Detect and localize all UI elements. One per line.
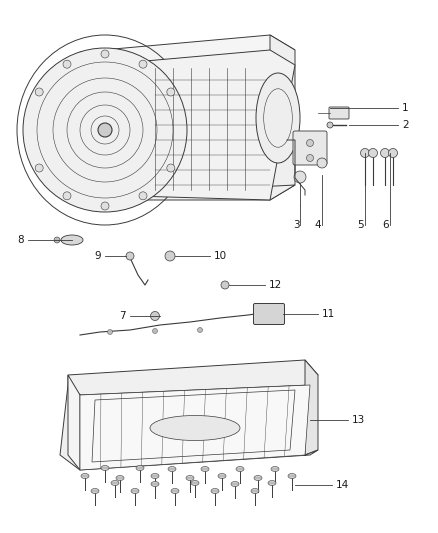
Circle shape [381,149,389,157]
Ellipse shape [151,473,159,479]
Polygon shape [80,185,295,200]
FancyBboxPatch shape [293,131,327,165]
Text: 2: 2 [402,120,409,130]
Text: 1: 1 [402,103,409,113]
Circle shape [151,311,159,320]
Text: 3: 3 [293,220,299,230]
Ellipse shape [288,473,296,479]
Circle shape [368,149,378,157]
Ellipse shape [236,466,244,472]
Ellipse shape [111,481,119,486]
Ellipse shape [256,73,300,163]
Polygon shape [305,360,318,455]
Circle shape [63,192,71,200]
Ellipse shape [81,473,89,479]
Ellipse shape [211,489,219,494]
Polygon shape [68,360,318,395]
Ellipse shape [91,489,99,494]
Circle shape [101,202,109,210]
Ellipse shape [268,481,276,486]
Polygon shape [68,375,80,470]
Circle shape [107,329,113,335]
Text: 11: 11 [322,309,335,319]
Ellipse shape [171,489,179,494]
Ellipse shape [151,481,159,487]
Circle shape [126,252,134,260]
Ellipse shape [136,465,144,471]
Ellipse shape [186,475,194,481]
Circle shape [198,327,202,333]
Circle shape [294,171,306,183]
Text: 9: 9 [94,251,101,261]
Text: 7: 7 [120,311,126,321]
Text: 12: 12 [269,280,282,290]
Ellipse shape [201,466,209,472]
Text: 6: 6 [383,220,389,230]
Ellipse shape [251,489,259,494]
Ellipse shape [131,489,139,494]
Polygon shape [60,385,318,470]
Text: 13: 13 [352,415,365,425]
Circle shape [167,88,175,96]
Circle shape [307,140,314,147]
Circle shape [23,48,187,212]
Circle shape [63,60,71,68]
Ellipse shape [116,475,124,481]
Text: 5: 5 [358,220,364,230]
Circle shape [307,155,314,161]
Circle shape [152,328,158,334]
Ellipse shape [271,466,279,472]
Polygon shape [270,35,295,200]
Circle shape [165,251,175,261]
Polygon shape [80,35,295,65]
Circle shape [139,60,147,68]
Circle shape [327,122,333,128]
Ellipse shape [191,481,199,486]
Circle shape [167,164,175,172]
Text: 4: 4 [314,220,321,230]
Circle shape [317,158,327,168]
Ellipse shape [254,475,262,481]
Circle shape [101,50,109,58]
Circle shape [389,149,398,157]
Circle shape [35,88,43,96]
Circle shape [35,164,43,172]
Ellipse shape [168,466,176,472]
Polygon shape [100,50,295,200]
Circle shape [54,237,60,243]
Polygon shape [80,52,100,200]
Circle shape [221,281,229,289]
Circle shape [98,123,112,137]
Circle shape [139,192,147,200]
Ellipse shape [218,473,226,479]
Text: 14: 14 [336,480,349,490]
Ellipse shape [231,481,239,487]
FancyBboxPatch shape [329,107,349,119]
Text: 8: 8 [18,235,24,245]
Polygon shape [80,385,310,470]
Ellipse shape [101,465,109,471]
Text: 10: 10 [214,251,227,261]
Circle shape [360,149,370,157]
Ellipse shape [61,235,83,245]
Ellipse shape [150,416,240,440]
FancyBboxPatch shape [254,303,285,325]
